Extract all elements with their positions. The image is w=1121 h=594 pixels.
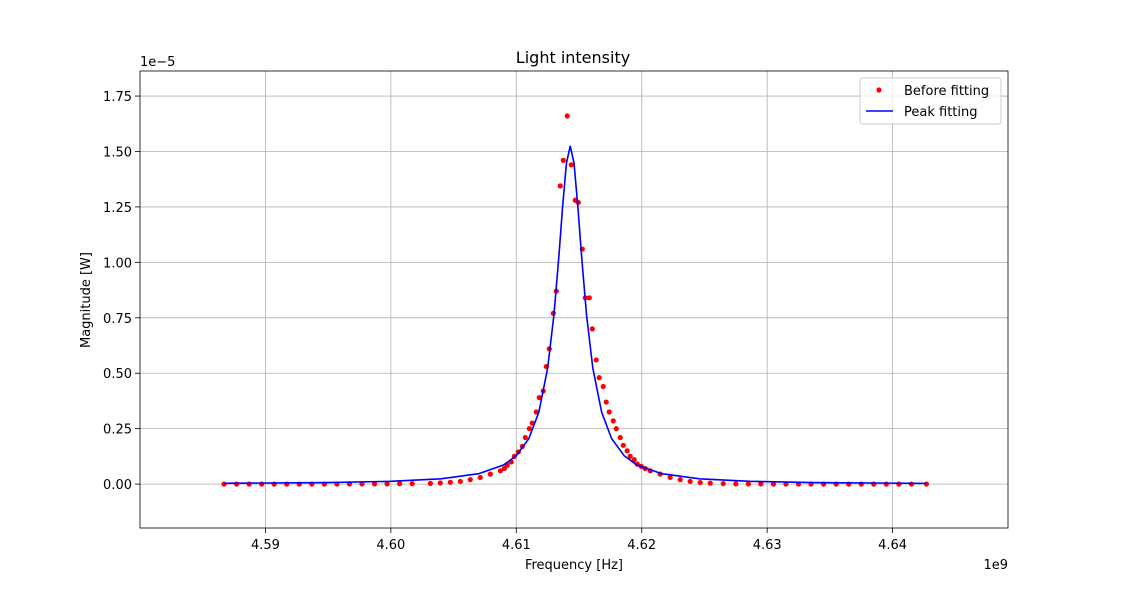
y-offset-label: 1e−5 xyxy=(140,55,175,70)
fit-line xyxy=(224,145,927,485)
data-point xyxy=(589,326,595,332)
data-point xyxy=(610,418,616,424)
data-point xyxy=(624,448,630,454)
data-point xyxy=(568,162,574,168)
y-tick-label: 0.50 xyxy=(103,367,132,382)
data-point xyxy=(707,480,713,486)
data-point xyxy=(397,481,403,487)
data-point xyxy=(246,481,252,487)
data-point xyxy=(896,481,902,487)
data-point xyxy=(501,465,507,472)
data-point xyxy=(596,375,602,381)
y-tick-label: 0.00 xyxy=(103,478,132,493)
legend-label: Before fitting xyxy=(904,84,989,99)
data-point xyxy=(745,481,751,487)
x-tick-label: 4.60 xyxy=(376,538,405,553)
x-offset-label: 1e9 xyxy=(983,558,1008,573)
data-point xyxy=(536,395,542,401)
data-point xyxy=(409,481,415,487)
data-point xyxy=(606,409,612,415)
grid xyxy=(140,71,1008,528)
y-tick-label: 0.25 xyxy=(103,423,132,438)
y-tick-label: 0.75 xyxy=(103,312,132,327)
data-point xyxy=(526,426,532,432)
data-point xyxy=(437,480,443,486)
y-axis-label: Magnitude [W] xyxy=(79,252,94,348)
data-point xyxy=(467,477,473,483)
data-point xyxy=(497,468,503,474)
data-point xyxy=(371,481,378,487)
data-point xyxy=(600,383,606,390)
data-point xyxy=(613,426,619,432)
x-axis-label: Frequency [Hz] xyxy=(525,558,623,573)
y-tick-label: 1.50 xyxy=(103,145,132,160)
data-point xyxy=(733,481,739,487)
data-point xyxy=(687,478,693,485)
data-point xyxy=(522,434,528,441)
y-tick-label: 1.00 xyxy=(103,256,132,271)
data-point xyxy=(908,481,915,487)
x-tick-label: 4.64 xyxy=(878,538,907,553)
data-point xyxy=(487,471,493,477)
data-point xyxy=(557,183,563,189)
data-point xyxy=(427,480,433,487)
data-point xyxy=(586,295,592,301)
chart-title: Light intensity xyxy=(516,48,630,67)
y-tick-label: 1.75 xyxy=(103,90,132,105)
x-tick-label: 4.63 xyxy=(753,538,782,553)
legend-label: Peak fitting xyxy=(904,105,978,120)
x-tick-label: 4.59 xyxy=(251,538,280,553)
data-point xyxy=(677,477,683,483)
data-point xyxy=(631,457,637,463)
data-point xyxy=(593,357,599,363)
x-tick-label: 4.61 xyxy=(502,538,531,553)
x-tick-label: 4.62 xyxy=(627,538,656,553)
data-point xyxy=(457,478,463,485)
data-point xyxy=(697,479,703,486)
data-point xyxy=(720,481,726,487)
data-point xyxy=(627,453,633,459)
axes-frame xyxy=(139,70,1009,529)
legend-marker xyxy=(876,87,882,93)
data-point xyxy=(770,481,777,487)
data-point xyxy=(617,434,623,441)
data-point xyxy=(384,481,390,487)
data-point xyxy=(233,481,240,487)
y-tick-label: 1.25 xyxy=(103,201,132,216)
data-point xyxy=(477,474,483,481)
data-point xyxy=(603,399,609,405)
data-point xyxy=(883,481,889,487)
data-point xyxy=(758,481,764,487)
data-point xyxy=(667,474,673,481)
data-point xyxy=(447,479,453,485)
data-point xyxy=(564,113,570,119)
legend-box xyxy=(859,77,1002,125)
data-point xyxy=(560,157,566,163)
data-point xyxy=(620,442,626,448)
